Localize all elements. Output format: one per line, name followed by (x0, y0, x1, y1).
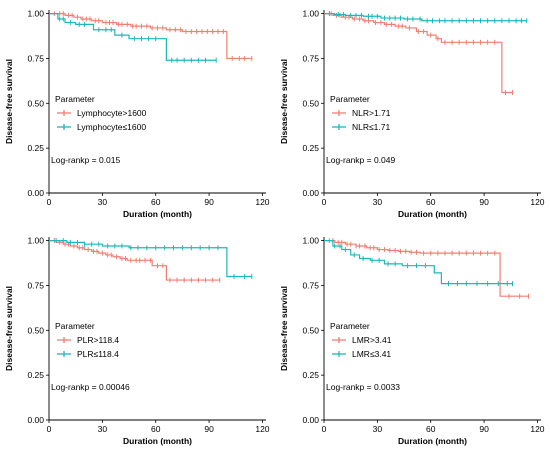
x-tick-label: 120 (255, 197, 269, 207)
y-tick-label: 0.25 (302, 143, 319, 153)
y-tick-label: 0.50 (27, 325, 44, 335)
x-tick-label: 30 (373, 197, 383, 207)
survival-curve-high (324, 12, 513, 94)
panel-nlr: 0.00 0.25 0.50 0.75 1.00 0 30 60 90 120 Duration (… (279, 9, 545, 219)
y-axis-title: Disease-free survival (4, 286, 14, 371)
x-tick-label: 0 (47, 424, 52, 434)
x-tick-label: 60 (151, 424, 161, 434)
legend-label: LMR>3.41 (352, 335, 392, 345)
y-tick-label: 0.25 (27, 370, 44, 380)
x-tick-label: 30 (373, 424, 383, 434)
panel-plr: 0.00 0.25 0.50 0.75 1.00 0 30 60 90 120 Duration (… (4, 236, 270, 446)
x-tick-label: 120 (255, 424, 269, 434)
y-axis-title: Disease-free survival (279, 59, 289, 144)
y-tick-label: 0.50 (302, 325, 319, 335)
legend-label: NLR>1.71 (352, 108, 391, 118)
survival-curve-low (49, 12, 217, 61)
x-tick-label: 60 (426, 197, 436, 207)
x-axis-title: Duration (month) (398, 209, 467, 219)
survival-curve-high (49, 239, 220, 281)
y-axis-title: Disease-free survival (4, 59, 14, 144)
legend-label: Lymphocyte>1600 (77, 108, 147, 118)
x-tick-label: 30 (98, 197, 108, 207)
legend-title: Parameter (55, 94, 95, 104)
logrank-annotation: Log-rankp = 0.049 (326, 155, 396, 165)
y-tick-label: 1.00 (27, 236, 44, 246)
x-tick-label: 0 (47, 197, 52, 207)
y-tick-label: 0.50 (27, 98, 44, 108)
legend-label: PLR>118.4 (77, 335, 119, 345)
y-tick-label: 0.00 (27, 415, 44, 425)
survival-curve-high (324, 239, 529, 297)
y-tick-label: 0.00 (302, 415, 319, 425)
y-tick-label: 0.25 (27, 143, 44, 153)
x-tick-label: 90 (204, 424, 214, 434)
x-axis-title: Duration (month) (123, 209, 192, 219)
logrank-annotation: Log-rankp = 0.0033 (326, 382, 400, 392)
x-tick-label: 60 (151, 197, 161, 207)
x-tick-label: 90 (479, 197, 489, 207)
panel-lmr: 0.00 0.25 0.50 0.75 1.00 0 30 60 90 120 Duration (… (279, 236, 545, 446)
y-axis-title: Disease-free survival (279, 286, 289, 371)
legend-label: Lymphocyte≤1600 (77, 122, 146, 132)
legend-label: NLR≤1.71 (352, 122, 390, 132)
x-tick-label: 120 (530, 197, 544, 207)
y-tick-label: 0.00 (302, 188, 319, 198)
x-tick-label: 90 (204, 197, 214, 207)
x-tick-label: 60 (426, 424, 436, 434)
legend-label: LMR≤3.41 (352, 349, 391, 359)
y-tick-label: 0.50 (302, 98, 319, 108)
y-tick-label: 0.75 (27, 280, 44, 290)
x-axis-title: Duration (month) (123, 436, 192, 446)
y-tick-label: 1.00 (302, 236, 319, 246)
survival-curve-low (324, 239, 513, 285)
legend-label: PLR≤118.4 (77, 349, 119, 359)
y-tick-label: 1.00 (302, 9, 319, 19)
y-tick-label: 0.75 (302, 280, 319, 290)
x-tick-label: 30 (98, 424, 108, 434)
survival-curve-low (49, 239, 252, 278)
y-tick-label: 0.75 (27, 53, 44, 63)
panel-lymphocyte: 0.00 0.25 0.50 0.75 1.00 0 30 60 90 120 Duration (… (4, 9, 270, 219)
legend-title: Parameter (330, 321, 370, 331)
x-tick-label: 120 (530, 424, 544, 434)
logrank-annotation: Log-rankp = 0.015 (51, 155, 121, 165)
x-tick-label: 0 (322, 197, 327, 207)
y-tick-label: 0.75 (302, 53, 319, 63)
survival-curve-high (49, 12, 252, 60)
x-tick-label: 0 (322, 424, 327, 434)
logrank-annotation: Log-rankp = 0.00046 (51, 382, 130, 392)
y-tick-label: 1.00 (27, 9, 44, 19)
x-axis-title: Duration (month) (398, 436, 467, 446)
y-tick-label: 0.25 (302, 370, 319, 380)
legend-title: Parameter (55, 321, 95, 331)
legend-title: Parameter (330, 94, 370, 104)
y-tick-label: 0.00 (27, 188, 44, 198)
x-tick-label: 90 (479, 424, 489, 434)
